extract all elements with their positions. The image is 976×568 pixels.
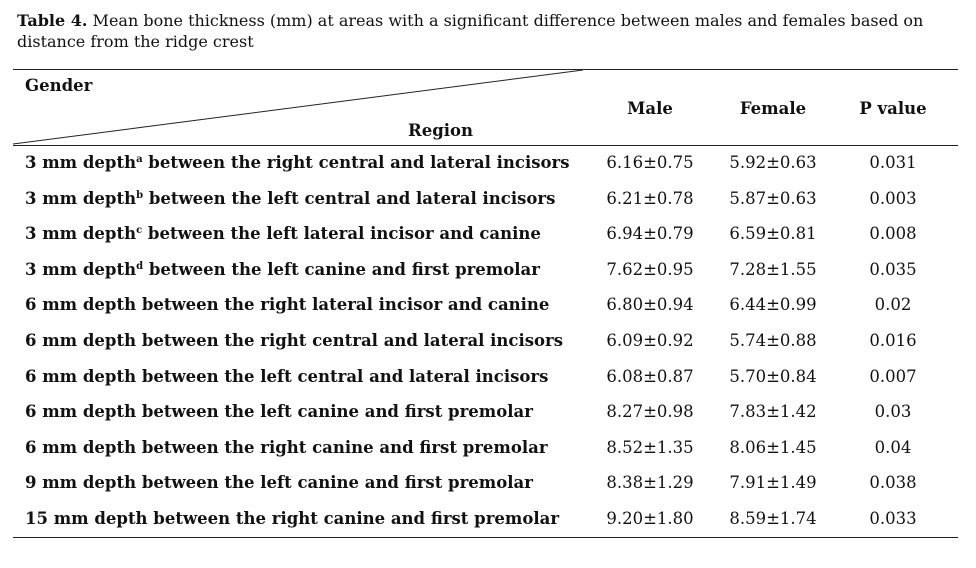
table-row: 9 mm depth between the left canine and f…: [13, 473, 958, 508]
region-cell: 15 mm depth between the right canine and…: [25, 509, 559, 528]
male-value-cell: 9.20±1.80: [606, 509, 694, 528]
region-cell: 6 mm depth between the right lateral inc…: [25, 295, 549, 314]
region-cell: 3 mm deptha between the right central an…: [25, 153, 569, 172]
female-value-cell: 5.87±0.63: [729, 188, 817, 208]
female-value-cell: 5.92±0.63: [729, 153, 817, 172]
header-female: Female: [739, 99, 807, 118]
region-cell: 6 mm depth between the left canine and f…: [25, 402, 533, 421]
table-row: 6 mm depth between the right canine and …: [13, 438, 958, 473]
female-value-cell: 7.91±1.49: [729, 473, 817, 493]
p-value-cell: 0.033: [869, 509, 917, 528]
table-row: 3 mm deptha between the right central an…: [13, 153, 958, 188]
footnote-marker: c: [136, 225, 143, 237]
p-value-cell: 0.008: [869, 224, 917, 244]
region-text: 6 mm depth between the right canine and …: [25, 437, 548, 457]
male-value-cell: 7.62±0.95: [606, 259, 694, 279]
region-text: 15 mm depth between the right canine and…: [25, 509, 560, 528]
header-diagonal-line: [13, 69, 584, 145]
male-value-cell: 6.16±0.75: [606, 153, 694, 172]
region-text-rest: between the left canine and first premol…: [143, 259, 540, 279]
region-text: 9 mm depth between the left canine and f…: [25, 473, 533, 493]
region-text-rest: between the right central and lateral in…: [142, 153, 570, 172]
male-value-cell: 6.09±0.92: [606, 331, 694, 350]
footnote-marker: b: [136, 189, 144, 201]
region-cell: 6 mm depth between the right canine and …: [25, 438, 548, 457]
female-value-cell: 7.83±1.42: [729, 402, 817, 422]
male-value-cell: 8.38±1.29: [606, 473, 694, 493]
female-value-cell: 6.44±0.99: [729, 295, 817, 315]
male-value-cell: 8.52±1.35: [606, 437, 694, 457]
p-value-cell: 0.007: [869, 366, 917, 386]
region-text: 6 mm depth between the left canine and f…: [25, 402, 533, 422]
female-value-cell: 5.74±0.88: [729, 331, 817, 350]
header-bottom-rule: [13, 145, 958, 146]
region-cell: 6 mm depth between the left central and …: [25, 367, 548, 386]
p-value-cell: 0.03: [874, 402, 912, 422]
male-value-cell: 6.08±0.87: [606, 366, 694, 386]
caption-label: Table 4.: [17, 11, 88, 30]
region-cell: 3 mm depthb between the left central and…: [25, 189, 555, 208]
region-text: 3 mm depth: [25, 188, 137, 208]
region-text: 3 mm depth: [25, 224, 137, 244]
header-gender: Gender: [25, 76, 93, 95]
table-row: 15 mm depth between the right canine and…: [13, 509, 958, 544]
footnote-marker: d: [136, 260, 144, 272]
table-bottom-rule: [13, 537, 958, 538]
p-value-cell: 0.003: [869, 188, 917, 208]
p-value-cell: 0.016: [869, 331, 917, 350]
table-row: 6 mm depth between the left canine and f…: [13, 402, 958, 437]
header-male: Male: [627, 99, 673, 118]
table-top-rule: [13, 69, 958, 70]
male-value-cell: 6.21±0.78: [606, 188, 694, 208]
female-value-cell: 7.28±1.55: [729, 259, 817, 279]
female-value-cell: 6.59±0.81: [729, 224, 817, 244]
header-p-value: P value: [859, 99, 927, 118]
region-cell: 3 mm depthc between the left lateral inc…: [25, 224, 541, 243]
region-text: 3 mm depth: [25, 153, 137, 172]
p-value-cell: 0.04: [874, 437, 912, 457]
female-value-cell: 8.06±1.45: [729, 437, 817, 457]
male-value-cell: 6.94±0.79: [606, 224, 694, 244]
region-cell: 9 mm depth between the left canine and f…: [25, 473, 533, 492]
header-region: Region: [408, 121, 474, 140]
region-text: 6 mm depth between the right central and…: [25, 331, 563, 350]
female-value-cell: 8.59±1.74: [729, 509, 817, 528]
male-value-cell: 6.80±0.94: [606, 295, 694, 315]
table-row: 3 mm depthd between the left canine and …: [13, 260, 958, 295]
region-cell: 3 mm depthd between the left canine and …: [25, 260, 540, 279]
table-row: 3 mm depthb between the left central and…: [13, 189, 958, 224]
male-value-cell: 8.27±0.98: [606, 402, 694, 422]
table-row: 6 mm depth between the left central and …: [13, 367, 958, 402]
region-text: 6 mm depth between the right lateral inc…: [25, 295, 550, 315]
p-value-cell: 0.02: [874, 295, 912, 315]
table-caption: Table 4. Mean bone thickness (mm) at are…: [17, 10, 957, 52]
caption-text: Mean bone thickness (mm) at areas with a…: [17, 11, 924, 51]
p-value-cell: 0.031: [869, 153, 917, 172]
region-text: 3 mm depth: [25, 259, 137, 279]
table-row: 6 mm depth between the right lateral inc…: [13, 295, 958, 330]
region-cell: 6 mm depth between the right central and…: [25, 331, 563, 350]
region-text-rest: between the left lateral incisor and can…: [142, 224, 541, 244]
region-text-rest: between the left central and lateral inc…: [143, 188, 556, 208]
table-row: 6 mm depth between the right central and…: [13, 331, 958, 366]
region-text: 6 mm depth between the left central and …: [25, 366, 549, 386]
p-value-cell: 0.035: [869, 259, 917, 279]
female-value-cell: 5.70±0.84: [729, 366, 817, 386]
footnote-marker: a: [136, 154, 143, 165]
p-value-cell: 0.038: [869, 473, 917, 493]
table-row: 3 mm depthc between the left lateral inc…: [13, 224, 958, 259]
